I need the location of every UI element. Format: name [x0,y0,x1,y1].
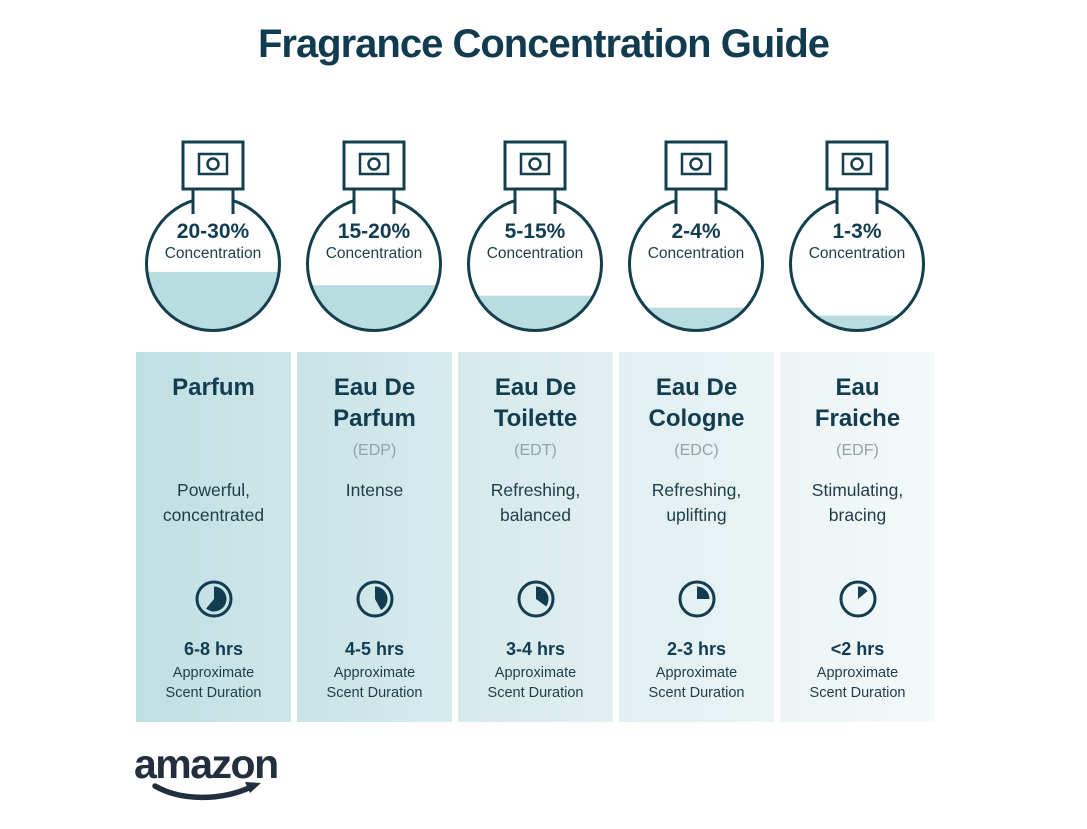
fragrance-description: Refreshing, uplifting [651,480,742,525]
bottle-concentration: 15-20% [338,220,411,243]
perfume-bottle-icon: 1-3% Concentration [789,140,925,332]
bottle-concentration-label: Concentration [487,245,584,262]
column-eau-fraiche: Eau Fraiche (EDF) Stimulating, bracing <… [780,352,935,722]
clock-pie [696,586,709,599]
amazon-logo-text: amazon [134,741,279,787]
bottle-concentration: 2-4% [671,220,720,243]
fragrance-type-heading: Eau De Cologne [648,374,745,432]
perfume-bottle-icon: 15-20% Concentration [306,140,442,332]
scent-duration-value: <2 hrs [830,639,885,659]
bottle-eau-de-cologne: 2-4% Concentration [616,140,776,340]
bottle-liquid [792,315,922,329]
scent-duration-label: Approximate Scent Duration [809,665,906,701]
column-eau-de-parfum: Eau De Parfum (EDP) Intense 4-5 hrs Appr… [297,352,452,722]
scent-duration-label: Approximate Scent Duration [326,665,423,701]
bottle-liquid [309,285,439,329]
column-parfum: Parfum Powerful, concentrated 6-8 hrs Ap… [136,352,291,722]
fragrance-type-code: (EDT) [514,442,557,459]
amazon-logo: amazon [134,742,294,812]
bottle-liquid [470,295,600,329]
clock-pie [535,586,548,607]
bottle-concentration: 20-30% [177,220,250,243]
column-eau-de-toilette: Eau De Toilette (EDT) Refreshing, balanc… [458,352,613,722]
bottle-concentration: 1-3% [832,220,881,243]
bottle-concentration: 5-15% [505,220,566,243]
bottle-concentration-label: Concentration [648,245,745,262]
scent-duration-value: 6-8 hrs [183,639,244,659]
fragrance-description: Refreshing, balanced [490,480,581,525]
bottle-concentration-label: Concentration [165,245,262,262]
fragrance-type-heading: Eau Fraiche [814,374,901,432]
bottle-concentration-label: Concentration [809,245,906,262]
fragrance-description: Stimulating, bracing [811,480,904,525]
perfume-bottle-icon: 2-4% Concentration [628,140,764,332]
clock-icon [356,580,393,618]
amazon-smile-icon [152,782,261,801]
fragrance-type-code: (EDP) [352,442,397,459]
clock-pie [374,586,387,610]
scent-duration-value: 2-3 hrs [666,639,727,659]
fragrance-type-code: (EDC) [674,442,719,459]
perfume-bottle-icon: 20-30% Concentration [145,140,281,332]
perfume-bottle-icon: 5-15% Concentration [467,140,603,332]
scent-duration-label: Approximate Scent Duration [487,665,584,701]
bottle-eau-fraiche: 1-3% Concentration [777,140,937,340]
fragrance-description: Intense [345,480,404,500]
scent-duration-value: 4-5 hrs [344,639,405,659]
scent-duration-label: Approximate Scent Duration [648,665,745,701]
column-eau-de-cologne: Eau De Cologne (EDC) Refreshing, uplifti… [619,352,774,722]
clock-icon [678,580,715,618]
page-title: Fragrance Concentration Guide [257,22,830,66]
bottle-liquid [148,271,278,329]
clock-pie [857,586,868,599]
scent-duration-label: Approximate Scent Duration [165,665,262,701]
fragrance-type-code: (EDF) [836,442,879,459]
bottle-eau-de-toilette: 5-15% Concentration [455,140,615,340]
fragrance-type-heading: Eau De Toilette [493,374,578,432]
clock-pie [205,586,226,612]
bottle-parfum: 20-30% Concentration [133,140,293,340]
clock-icon [195,580,232,618]
bottle-eau-de-parfum: 15-20% Concentration [294,140,454,340]
fragrance-type-heading: Parfum [172,374,255,401]
fragrance-type-code [136,440,291,462]
fragrance-type-heading: Eau De Parfum [333,374,416,432]
clock-icon [517,580,554,618]
scent-duration-value: 3-4 hrs [505,639,566,659]
fragrance-description: Powerful, concentrated [162,480,265,525]
clock-icon [839,580,876,618]
bottle-concentration-label: Concentration [326,245,423,262]
